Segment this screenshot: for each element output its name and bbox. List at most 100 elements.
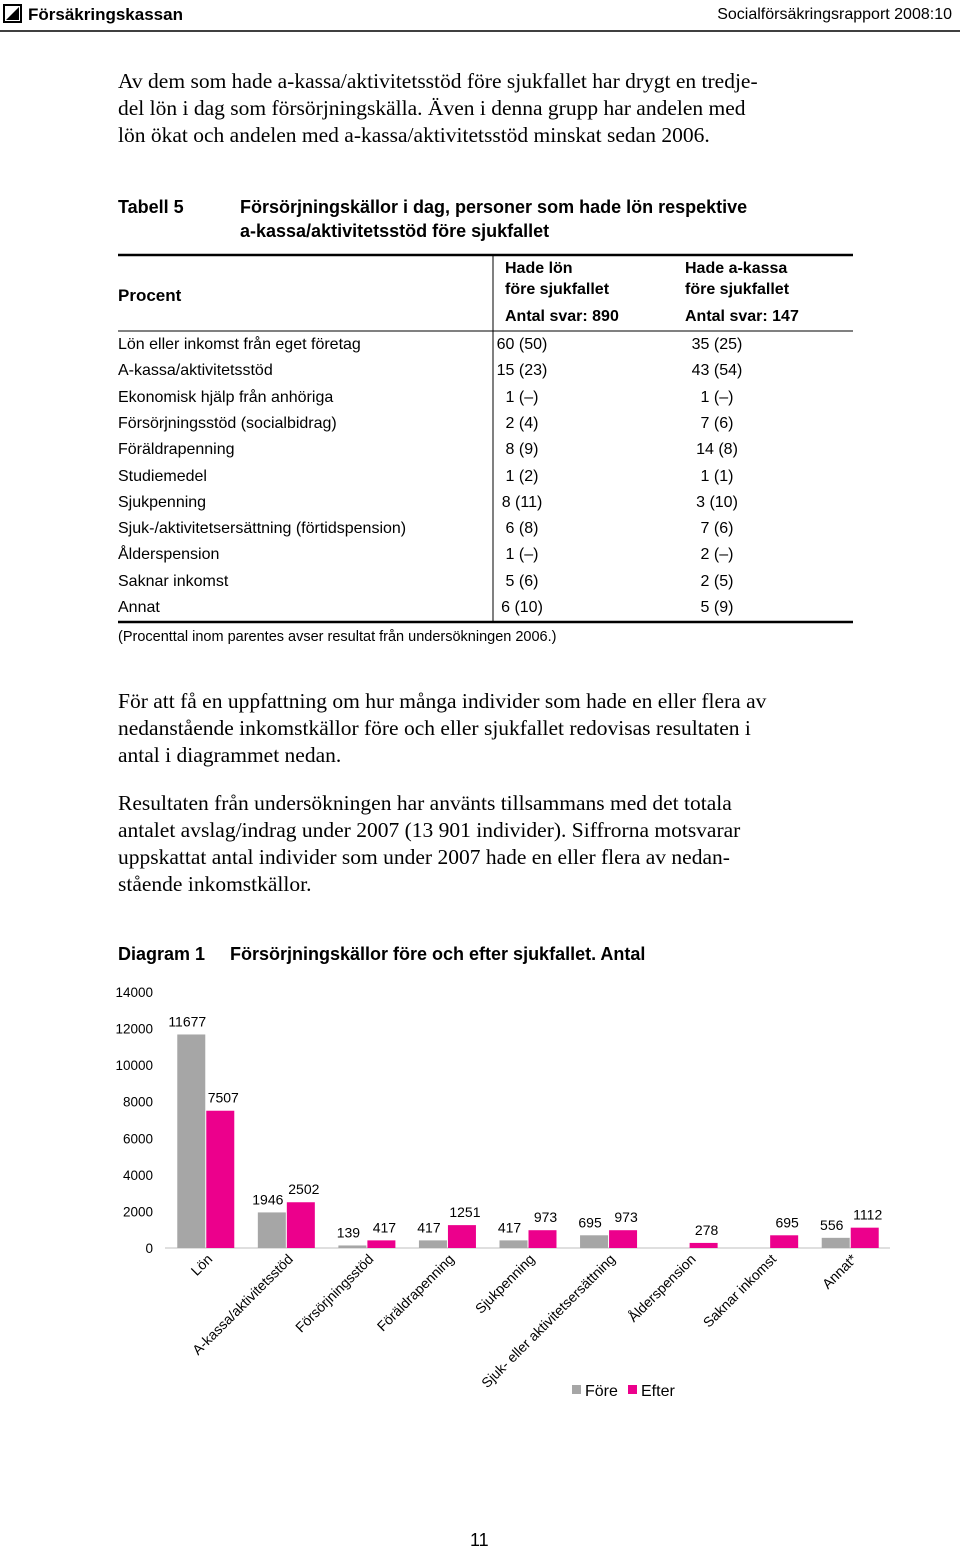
value-label: 417 (498, 1219, 522, 1235)
row-label: A-kassa/aktivitetsstöd (118, 362, 273, 380)
bar (528, 1230, 557, 1248)
table-cell: 1 (–) (505, 388, 539, 406)
table-cell: 14 (8) (696, 441, 738, 459)
column-header: Hade a-kassa (685, 260, 788, 277)
row-label: Annat (118, 599, 160, 616)
logo-icon (3, 4, 22, 23)
table-cell: 8 (9) (505, 441, 539, 459)
table-cell: 2 (4) (505, 414, 539, 432)
bar (689, 1242, 718, 1248)
legend-label: Före (585, 1383, 618, 1400)
y-tick-label: 4000 (123, 1168, 153, 1183)
row-label: Föräldrapenning (118, 441, 235, 459)
value-label: 556 (820, 1217, 844, 1233)
column-header: före sjukfallet (685, 281, 790, 298)
table-cell: 60 (50) (496, 336, 548, 353)
x-tick-label: Ålderspension (625, 1251, 699, 1325)
value-label: 139 (337, 1224, 361, 1240)
column-count: Antal svar: 147 (685, 308, 799, 325)
table-cell: 5 (9) (700, 599, 734, 616)
table-label: Tabell 5 (118, 197, 184, 217)
row-label: Saknar inkomst (118, 572, 229, 590)
bar (338, 1245, 367, 1248)
paragraph-line: stående inkomstkällor. (118, 872, 312, 896)
bar (850, 1227, 879, 1248)
bar (367, 1240, 396, 1248)
report-name: Socialförsäkringsrapport 2008:10 (717, 6, 952, 23)
bar (447, 1225, 476, 1248)
value-label: 417 (417, 1219, 441, 1235)
y-tick-label: 14000 (115, 985, 153, 1000)
bar (418, 1240, 447, 1248)
value-label: 1946 (252, 1191, 283, 1207)
y-tick-label: 12000 (115, 1022, 153, 1037)
column-header: före sjukfallet (505, 281, 610, 298)
diagram-title: Försörjningskällor före och efter sjukfa… (230, 944, 646, 964)
table-cell: 43 (54) (691, 362, 743, 380)
value-label: 1251 (449, 1204, 480, 1220)
table-cell: 1 (2) (505, 467, 539, 485)
x-tick-label: Försörjningsstöd (292, 1251, 376, 1335)
value-label: 695 (578, 1214, 602, 1230)
paragraph-line: nedanstående inkomstkällor före och elle… (118, 716, 751, 740)
row-label: Ekonomisk hjälp från anhöriga (118, 388, 334, 406)
table-cell: 15 (23) (496, 362, 548, 380)
value-label: 2502 (288, 1181, 319, 1197)
legend-swatch (628, 1385, 637, 1394)
table-title: Försörjningskällor i dag, personer som h… (240, 197, 748, 217)
paragraph-line: Resultaten från undersökningen har använ… (118, 791, 732, 815)
y-tick-label: 10000 (115, 1058, 153, 1073)
table-cell: 7 (6) (700, 414, 734, 432)
row-label: Sjukpenning (118, 493, 207, 511)
table-cell: 1 (1) (700, 467, 734, 485)
value-label: 7507 (208, 1090, 239, 1106)
x-tick-label: Saknar inkomst (700, 1251, 780, 1331)
intro-line: del lön i dag som försörjningskälla. Äve… (118, 96, 746, 120)
decoration (0, 4, 960, 624)
bar (821, 1237, 850, 1248)
paragraph-line: För att få en uppfattning om hur många i… (118, 689, 767, 713)
bar (580, 1235, 609, 1248)
bar (770, 1235, 799, 1248)
x-tick-label: Sjuk- eller aktivitetsersättning (478, 1251, 618, 1391)
x-tick-label: Föräldrapenning (374, 1251, 457, 1334)
value-label: 278 (695, 1222, 719, 1238)
table-title: a-kassa/aktivitetsstöd före sjukfallet (240, 221, 550, 241)
paragraph-line: antalet avslag/indrag under 2007 (13 901… (118, 818, 741, 842)
intro-line: lön ökat och andelen med a-kassa/aktivit… (118, 123, 710, 147)
brand: Försäkringskassan (28, 5, 183, 24)
table-cell: 8 (11) (501, 493, 543, 511)
paragraph-line: antal i diagrammet nedan. (118, 743, 342, 767)
chart: 0 2000 4000 6000 8000 10000 12000 14000 Lön 11677… (115, 985, 890, 1400)
bar (206, 1110, 235, 1248)
x-tick-label: Annat* (819, 1250, 860, 1291)
table-cell: 6 (8) (505, 520, 539, 538)
x-tick-label: Lön (188, 1251, 216, 1279)
y-tick-label: 8000 (123, 1095, 153, 1110)
table-unit: Procent (118, 286, 182, 305)
y-tick-label: 2000 (123, 1204, 153, 1219)
x-tick-label: Sjukpenning (472, 1251, 538, 1317)
row-label: Sjuk-/aktivitetsersättning (förtidspensi… (118, 520, 407, 538)
y-tick-label: 0 (145, 1241, 153, 1256)
value-label: 695 (775, 1214, 799, 1230)
bar (499, 1240, 528, 1248)
row-label: Ålderspension (118, 546, 220, 564)
value-label: 417 (373, 1219, 397, 1235)
legend-label: Efter (641, 1383, 675, 1400)
y-tick-label: 6000 (123, 1131, 153, 1146)
page-number: 11 (470, 1530, 489, 1550)
column-header: Hade lön (505, 260, 573, 277)
bar (286, 1202, 315, 1248)
table-note: (Procenttal inom parentes avser resultat… (118, 629, 557, 645)
diagram-label: Diagram 1 (118, 944, 206, 964)
table-cell: 1 (–) (700, 388, 734, 406)
value-label: 973 (614, 1209, 638, 1225)
bar (177, 1034, 206, 1248)
row-label: Lön eller inkomst från eget företag (118, 336, 361, 353)
row-label: Studiemedel (118, 467, 207, 485)
table-cell: 1 (–) (505, 546, 539, 564)
table-cell: 35 (25) (691, 336, 743, 353)
row-label: Försörjningsstöd (socialbidrag) (118, 414, 337, 432)
